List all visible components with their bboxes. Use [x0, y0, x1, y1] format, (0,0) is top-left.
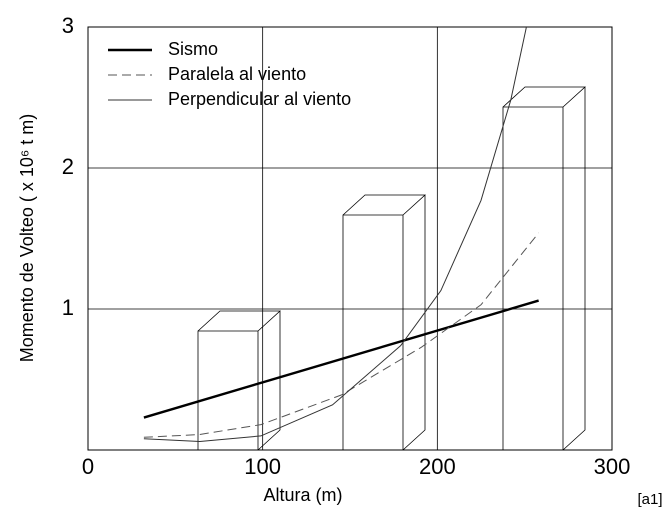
- x-tick-label: 0: [82, 454, 94, 479]
- y-tick-label: 2: [62, 154, 74, 179]
- legend-label: Perpendicular al viento: [168, 89, 351, 109]
- x-tick-label: 300: [594, 454, 631, 479]
- x-tick-label: 200: [419, 454, 456, 479]
- annotation: [a1]: [637, 491, 662, 508]
- legend-label: Sismo: [168, 39, 218, 59]
- buildings: [198, 87, 585, 450]
- line-series: [144, 233, 539, 437]
- chart: Altura (m) Momento de Volteo ( x 10⁶ t m…: [0, 0, 671, 518]
- x-tick-label: 100: [244, 454, 281, 479]
- y-tick-label: 3: [62, 13, 74, 38]
- x-axis-label: Altura (m): [263, 485, 342, 505]
- y-axis-label: Momento de Volteo ( x 10⁶ t m): [17, 114, 37, 363]
- legend-label: Paralela al viento: [168, 64, 306, 84]
- y-tick-label: 1: [62, 295, 74, 320]
- line-series: [144, 301, 539, 418]
